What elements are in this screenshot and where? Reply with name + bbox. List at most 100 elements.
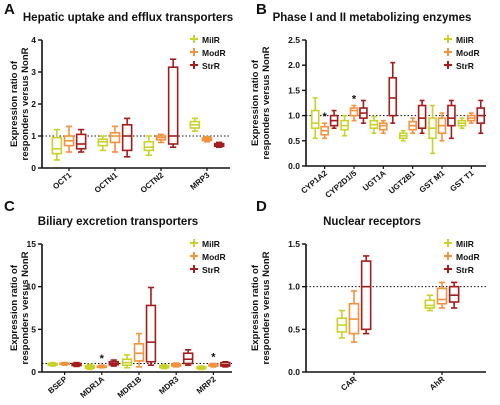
legend-item-modr: ModR bbox=[444, 48, 480, 58]
panel-c: C Biliary excretion transporters 0 5 10 15 Exp… bbox=[4, 198, 232, 400]
legend-item-strr: StrR bbox=[444, 265, 474, 275]
y-axis-label-line1: Expression ratio of bbox=[250, 59, 261, 146]
legend-label: ModR bbox=[456, 252, 480, 262]
box bbox=[417, 104, 427, 129]
x-tick-label: MRP3 bbox=[188, 170, 211, 192]
box-milr bbox=[143, 135, 155, 156]
box bbox=[182, 352, 194, 365]
y-tick-label: 5 bbox=[31, 324, 36, 334]
legend-item-milr: MilR bbox=[444, 239, 474, 249]
box-modr bbox=[59, 361, 70, 366]
box-milr bbox=[51, 128, 63, 161]
legend-label: ModR bbox=[202, 48, 226, 58]
box-strr bbox=[182, 349, 194, 366]
box-milr bbox=[97, 135, 109, 152]
y-axis-label: Expression ratio ofresponders versus Non… bbox=[250, 251, 272, 364]
x-tick-label: GST M1 bbox=[418, 168, 447, 194]
y-tick-label: 3 bbox=[31, 67, 36, 77]
box bbox=[424, 299, 436, 309]
box-strr bbox=[220, 360, 231, 368]
panel-title: Biliary excretion transporters bbox=[38, 216, 198, 228]
y-tick-label: 4 bbox=[31, 35, 36, 45]
legend-item-strr: StrR bbox=[444, 61, 474, 71]
box-strr bbox=[75, 128, 87, 153]
x-tick-label: BSEP bbox=[46, 374, 69, 395]
x-tick-label: OCTN2 bbox=[139, 170, 166, 195]
box-modr bbox=[133, 332, 145, 368]
y-axis-label-line2: responders versus NonR bbox=[261, 251, 272, 364]
box-modr bbox=[436, 281, 448, 309]
y-tick-label: 15 bbox=[27, 239, 37, 249]
box-modr bbox=[109, 125, 121, 153]
box-strr bbox=[145, 286, 157, 366]
x-tick-label: MRP2 bbox=[195, 374, 218, 396]
box bbox=[75, 133, 87, 150]
panel-d: D Nuclear receptors 0.0 0.5 1.0 1.5 Expression… bbox=[250, 198, 486, 393]
y-axis-label-line2: responders versus NonR bbox=[261, 46, 272, 159]
y-tick-label: 1 bbox=[31, 131, 36, 141]
box-milr bbox=[398, 129, 408, 142]
box bbox=[121, 124, 133, 152]
panel-a: A Hepatic uptake and efflux transporters 0… bbox=[4, 1, 233, 195]
x-tick-label: MDR1A bbox=[79, 374, 107, 399]
y-tick-label: 0.5 bbox=[288, 136, 300, 146]
y-axis-label: Expression ratio ofresponders versus Non… bbox=[9, 47, 31, 160]
x-tick-label: CAR bbox=[339, 375, 358, 393]
y-tick-label: 1.5 bbox=[288, 239, 300, 249]
x-tick-label: CYP2D1/5 bbox=[324, 168, 359, 200]
box-strr bbox=[167, 58, 179, 148]
y-tick-label: 0.0 bbox=[288, 161, 300, 171]
box-strr bbox=[121, 117, 133, 158]
y-tick-label: 0.5 bbox=[288, 324, 300, 334]
y-tick-label: 2.5 bbox=[288, 35, 300, 45]
box-modr bbox=[320, 122, 329, 140]
legend-item-strr: StrR bbox=[190, 61, 220, 71]
significance-star: * bbox=[352, 94, 357, 106]
x-tick-label: GST T1 bbox=[448, 168, 476, 193]
box-milr bbox=[336, 309, 348, 339]
y-tick-label: 1.0 bbox=[288, 282, 300, 292]
legend-label: StrR bbox=[202, 265, 220, 275]
box-strr bbox=[329, 109, 339, 129]
x-tick-label: OCT1 bbox=[51, 170, 74, 191]
y-axis-label-line1: Expression ratio of bbox=[9, 264, 20, 351]
legend-label: MilR bbox=[202, 35, 220, 45]
box bbox=[310, 109, 320, 129]
y-axis-label-line2: responders versus NonR bbox=[20, 251, 31, 364]
y-tick-label: 2 bbox=[31, 99, 36, 109]
significance-star: * bbox=[323, 111, 328, 123]
y-tick-label: 1.5 bbox=[288, 85, 300, 95]
x-tick-label: MDR1B bbox=[116, 374, 144, 399]
legend-label: MilR bbox=[456, 35, 474, 45]
box-modr bbox=[348, 290, 360, 343]
box-strr bbox=[476, 99, 486, 135]
legend-item-milr: MilR bbox=[444, 35, 474, 45]
legend-label: StrR bbox=[456, 61, 474, 71]
panel-title: Hepatic uptake and efflux transporters bbox=[23, 12, 233, 24]
box-modr bbox=[63, 125, 75, 153]
panel-title: Nuclear receptors bbox=[323, 216, 421, 228]
y-tick-label: 0 bbox=[31, 367, 36, 377]
box-modr bbox=[170, 362, 182, 368]
legend-item-modr: ModR bbox=[444, 252, 480, 262]
panel-letter: B bbox=[256, 1, 267, 18]
box-modr bbox=[208, 362, 219, 368]
box-milr bbox=[47, 361, 58, 367]
panel-letter: A bbox=[4, 1, 15, 18]
y-tick-label: 0 bbox=[31, 163, 36, 173]
legend-label: StrR bbox=[202, 61, 220, 71]
x-tick-label: AhR bbox=[428, 375, 447, 393]
box-strr bbox=[71, 361, 82, 368]
box-strr bbox=[213, 141, 225, 148]
box-strr bbox=[360, 255, 372, 335]
y-axis-label: Expression ratio ofresponders versus Non… bbox=[9, 251, 31, 364]
box-modr bbox=[408, 117, 417, 135]
box-milr bbox=[310, 97, 320, 140]
y-axis-label-line1: Expression ratio of bbox=[250, 264, 261, 351]
box bbox=[448, 285, 460, 303]
box bbox=[360, 260, 372, 331]
box-milr bbox=[121, 354, 133, 369]
legend-item-milr: MilR bbox=[190, 239, 220, 249]
y-tick-label: 1.0 bbox=[288, 111, 300, 121]
